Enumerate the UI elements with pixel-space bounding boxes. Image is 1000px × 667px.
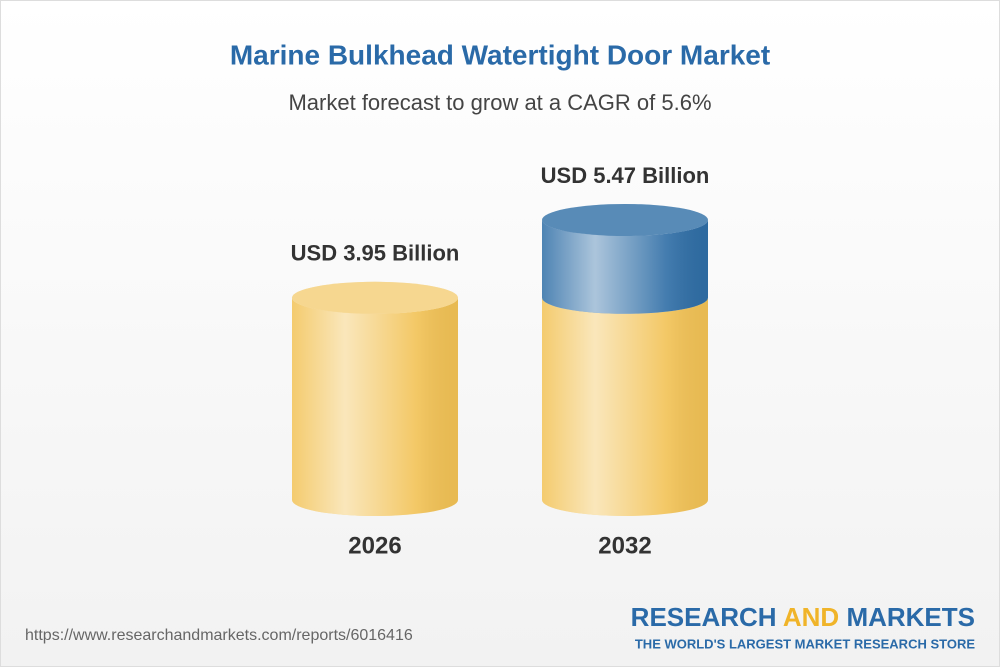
source-url: https://www.researchandmarkets.com/repor… [25,627,413,644]
tagline: THE WORLD'S LARGEST MARKET RESEARCH STOR… [635,636,975,651]
cylinder-top [542,204,708,236]
x-tick-label: 2032 [598,532,651,559]
shine [542,297,708,516]
brand-word: AND [783,602,839,632]
chart-subtitle: Market forecast to grow at a CAGR of 5.6… [288,90,711,115]
shine [542,220,708,314]
cylinder-top-shade [542,204,708,236]
shine [292,297,458,516]
x-tick-label: 2026 [348,532,401,559]
value-label: USD 5.47 Billion [541,163,710,188]
brand-word: MARKETS [846,602,975,632]
chart-title: Marine Bulkhead Watertight Door Market [230,39,770,70]
value-label: USD 3.95 Billion [291,241,460,266]
cylinder-top [292,281,458,314]
cylinder-top-shade [292,281,458,314]
brand-word: RESEARCH [631,602,777,632]
brand: RESEARCH AND MARKETS [631,602,975,632]
